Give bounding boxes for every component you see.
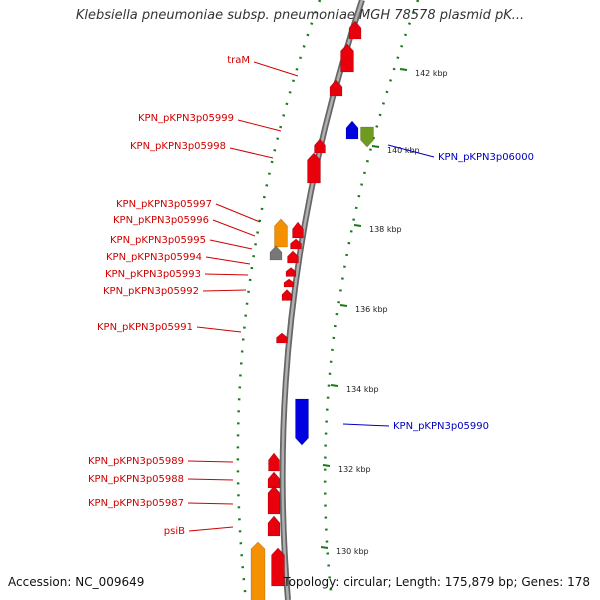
position-tick-label: 136 kbp [355,305,388,314]
summary-text: Topology: circular; Length: 175,879 bp; … [283,575,590,589]
gene-arrow [314,138,326,154]
position-tick-label: 140 kbp [387,146,420,155]
gene-arrow [345,120,359,140]
forward-gene-label: KPN_pKPN3p05991 [97,322,193,333]
gene-arrow [340,43,354,73]
position-tick [320,546,329,549]
gene-arrow [287,250,299,264]
gene-arrow [268,452,280,472]
gene-arrow [295,398,309,446]
position-tick [322,464,331,467]
position-tick-label: 132 kbp [338,465,371,474]
gene-arrow [285,267,297,277]
gene-arrow [283,278,295,288]
gene-arrow [250,541,266,600]
label-leader-line [215,203,261,223]
label-leader-line [387,144,435,158]
gene-arrow [307,152,321,184]
label-leader-line [237,119,282,132]
gene-arrow [360,126,374,148]
position-tick [339,304,348,307]
label-leader-line [212,219,256,237]
gene-arrow [290,238,302,250]
position-tick-label: 134 kbp [346,385,379,394]
label-leader-line [342,423,390,427]
position-ticks: 142 kbp 140 kbp 138 kbp 136 kbp 134 kbp 132 k… [320,68,448,556]
gene-arrow [267,515,281,537]
forward-gene-label: KPN_pKPN3p05993 [105,269,201,280]
label-leader-line [229,147,274,159]
forward-gene-label: KPN_pKPN3p05997 [116,199,212,210]
forward-gene-label: KPN_pKPN3p05988 [88,474,184,485]
label-leader-line [187,502,234,505]
forward-gene-label: KPN_pKPN3p05987 [88,498,184,509]
gene-features [250,20,374,600]
plasmid-backbone-highlight [281,0,364,600]
label-leader-line [187,478,234,481]
gene-arrow [269,245,283,261]
forward-gene-label: KPN_pKPN3p05989 [88,456,184,467]
gene-arrow [348,20,362,40]
position-tick [399,68,408,71]
label-leader-line [204,273,249,276]
position-tick-label: 142 kbp [415,69,448,78]
label-leader-lines [187,61,435,532]
forward-gene-label: KPN_pKPN3p05996 [113,215,209,226]
gene-arrow [271,547,285,587]
label-leader-line [205,256,251,265]
forward-gene-label: KPN_pKPN3p05992 [103,286,199,297]
position-tick [371,145,380,148]
label-leader-line [187,460,234,463]
forward-gene-label: traM [227,55,250,66]
forward-gene-label: psiB [164,526,185,537]
map-title: Klebsiella pneumoniae subsp. pneumoniae … [75,8,525,23]
label-leader-line [188,526,234,532]
position-tick-label: 138 kbp [369,225,402,234]
forward-gene-label: KPN_pKPN3p05998 [130,141,226,152]
forward-gene-label: KPN_pKPN3p05994 [106,252,202,263]
gene-arrow [274,218,288,248]
reverse-gene-label: KPN_pKPN3p06000 [438,152,534,163]
gene-arrow [276,332,288,344]
position-tick [330,384,339,387]
position-tick [353,224,362,227]
gene-arrow [329,79,343,97]
forward-gene-label: KPN_pKPN3p05995 [110,235,206,246]
gene-arrow [292,221,304,239]
position-tick-label: 130 kbp [336,547,369,556]
gene-arrow [281,289,293,301]
label-leader-line [196,326,242,333]
accession-text: Accession: NC_009649 [8,575,145,589]
label-leader-line [253,61,299,77]
label-leader-line [209,239,253,250]
reverse-gene-label: KPN_pKPN3p05990 [393,421,489,432]
gene-labels: traM KPN_pKPN3p05999 KPN_pKPN3p05998 KPN_pK… [88,55,534,537]
forward-gene-label: KPN_pKPN3p05999 [138,113,234,124]
gene-arrow [267,485,281,515]
label-leader-line [202,289,247,292]
